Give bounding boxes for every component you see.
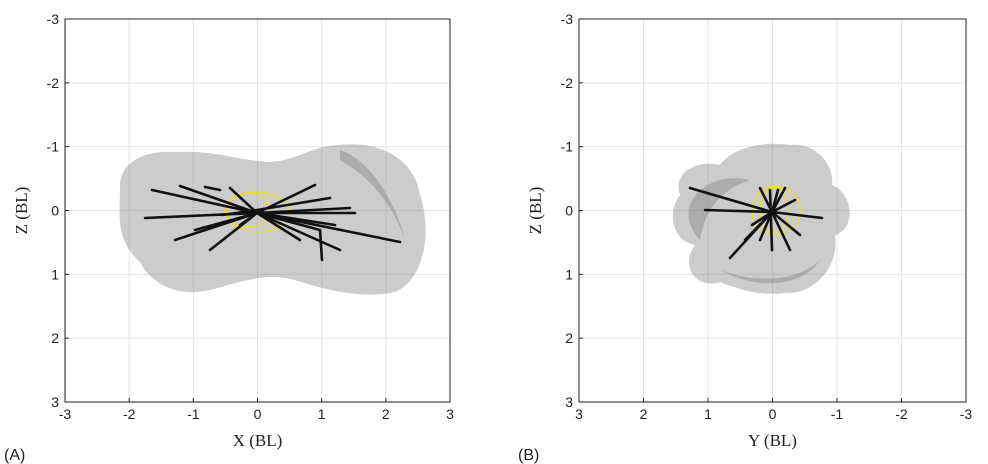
y-axis-label: Z (BL) <box>12 187 31 235</box>
y-tick-label: 1 <box>565 266 573 282</box>
x-tick-label: -1 <box>187 406 200 422</box>
x-tick-label: 2 <box>382 406 390 422</box>
x-tick-label: 0 <box>254 406 262 422</box>
y-tick-label: 2 <box>51 330 59 346</box>
body-envelope-dark <box>688 178 750 240</box>
body-envelope-dark <box>720 260 820 284</box>
panel-label: (A) <box>4 447 25 464</box>
body-outline <box>759 187 789 233</box>
x-tick-label: 2 <box>640 406 648 422</box>
x-tick-label: 1 <box>318 406 326 422</box>
y-tick-label: -3 <box>561 11 574 27</box>
y-tick-label: -3 <box>47 11 60 27</box>
panel-label: (B) <box>518 447 539 464</box>
panel-a-shapes <box>119 144 426 295</box>
y-tick-label: -1 <box>47 139 60 155</box>
x-tick-label: 1 <box>704 406 712 422</box>
x-axis-label: Y (BL) <box>748 431 797 450</box>
y-tick-label: 3 <box>51 394 59 410</box>
panel-b-shapes <box>672 143 850 294</box>
y-tick-label: -1 <box>561 139 574 155</box>
x-tick-label: -2 <box>123 406 136 422</box>
x-tick-label: 0 <box>769 406 777 422</box>
y-tick-label: -2 <box>561 75 574 91</box>
x-tick-label: -2 <box>895 406 908 422</box>
y-tick-label: 2 <box>565 330 573 346</box>
x-tick-label: 3 <box>575 406 583 422</box>
x-tick-label: -3 <box>960 406 973 422</box>
x-axis-label: X (BL) <box>233 431 283 450</box>
y-tick-label: 1 <box>51 266 59 282</box>
body-outline <box>751 185 801 235</box>
y-tick-label: 0 <box>51 203 59 219</box>
y-tick-label: -2 <box>47 75 60 91</box>
y-tick-label: 0 <box>565 203 573 219</box>
x-tick-label: 3 <box>446 406 454 422</box>
y-axis-label: Z (BL) <box>526 187 545 235</box>
x-tick-label: -3 <box>59 406 72 422</box>
y-tick-label: 3 <box>565 394 573 410</box>
axes-box <box>578 18 967 403</box>
trajectories <box>143 183 402 262</box>
trajectories <box>688 186 824 260</box>
x-tick-label: -1 <box>831 406 844 422</box>
body-envelope-dark <box>340 150 405 240</box>
axes-box <box>64 18 451 403</box>
body-outline <box>225 192 271 228</box>
